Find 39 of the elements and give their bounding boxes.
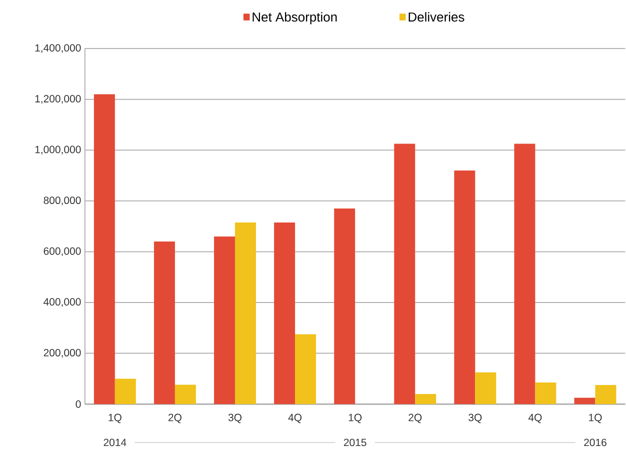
y-tick-label: 1,000,000 xyxy=(35,146,81,154)
bar xyxy=(334,208,356,404)
x-tick-label: 2Q xyxy=(168,414,182,423)
y-tick-label: 400,000 xyxy=(44,298,81,307)
text: 2016 xyxy=(584,438,606,446)
legend-label: Deliveries xyxy=(408,12,464,22)
x-tick-label: 3Q xyxy=(468,414,482,423)
y-tick-label: 1,200,000 xyxy=(35,94,81,104)
y-tick-label: 200,000 xyxy=(44,348,81,358)
bar xyxy=(454,170,476,404)
bar xyxy=(154,241,175,404)
bar xyxy=(514,144,536,404)
bar xyxy=(94,94,115,404)
bar xyxy=(595,384,616,404)
legend-label: Net Absorption xyxy=(252,12,337,24)
x-tick-label: 1Q xyxy=(108,414,122,423)
x-tick-label: 1Q xyxy=(589,414,602,423)
bar xyxy=(394,144,416,404)
y-tick-label: 1,400,000 xyxy=(35,44,81,53)
bar xyxy=(415,394,436,404)
bar xyxy=(295,334,316,404)
x-tick-label: 4Q xyxy=(288,414,302,423)
text: 2015 xyxy=(344,438,366,446)
bar xyxy=(114,378,136,404)
x-tick-label: 2Q xyxy=(408,414,422,423)
bar xyxy=(475,372,496,404)
bar xyxy=(214,236,235,404)
text: 2014 xyxy=(104,438,126,446)
x-tick-label: 1Q xyxy=(348,414,362,423)
bar xyxy=(535,382,556,404)
bar xyxy=(574,398,596,404)
bar xyxy=(274,222,296,404)
x-tick-label: 4Q xyxy=(528,414,542,423)
x-tick-label: 3Q xyxy=(228,414,242,423)
y-tick-label: 800,000 xyxy=(44,196,81,206)
y-tick-label: 0 xyxy=(76,400,81,408)
bar xyxy=(235,222,256,404)
y-tick-label: 600,000 xyxy=(44,247,81,256)
bar xyxy=(174,384,196,404)
